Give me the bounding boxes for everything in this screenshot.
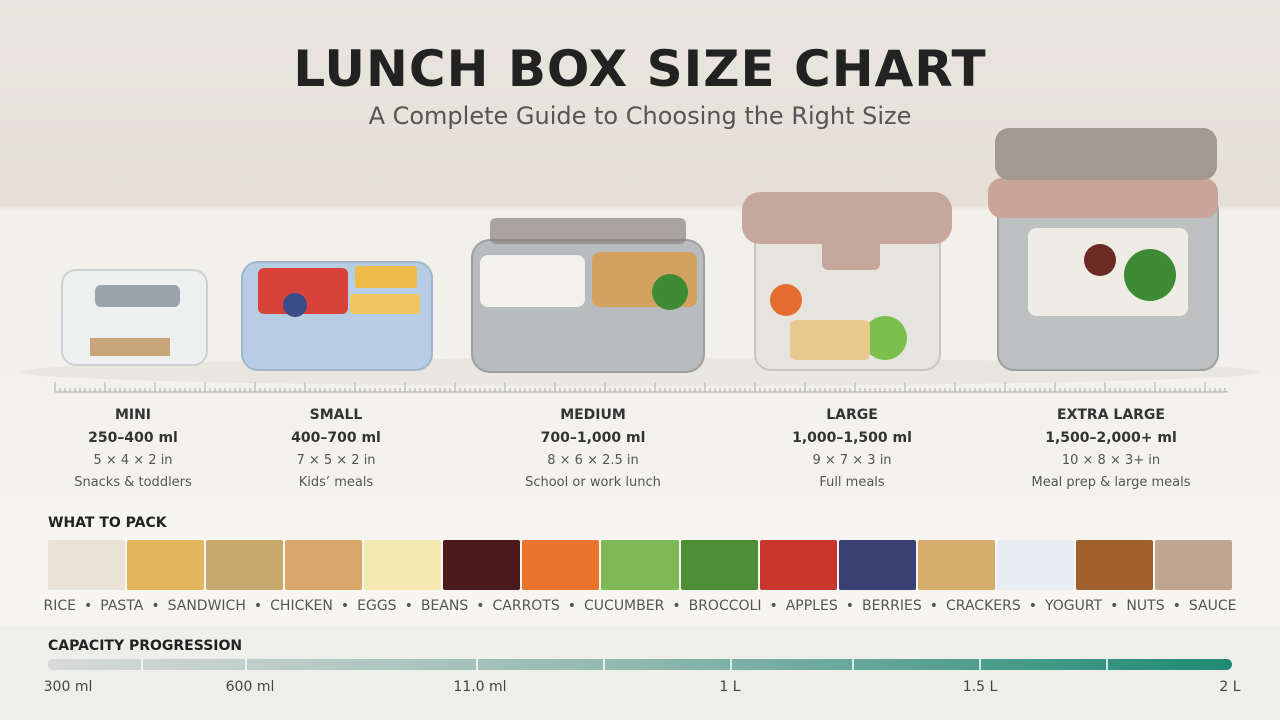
size-column: MINI 250–400 ml 5 × 4 × 2 in Snacks & toddl… bbox=[13, 405, 253, 490]
food-image bbox=[601, 540, 679, 590]
food-image bbox=[206, 540, 284, 590]
capacity: 400–700 ml bbox=[291, 430, 381, 446]
size-column: SMALL 400–700 ml 7 × 5 × 2 in Kids’ meals bbox=[216, 405, 456, 490]
food-label: CUCUMBER bbox=[584, 598, 665, 614]
food-label: BERRIES bbox=[861, 598, 922, 614]
dimensions: 7 × 5 × 2 in bbox=[296, 453, 376, 468]
food-label: CRACKERS bbox=[946, 598, 1021, 614]
separator: • bbox=[1110, 598, 1119, 614]
food-label: SAUCE bbox=[1188, 598, 1237, 614]
separator: • bbox=[84, 598, 93, 614]
food-label: NUTS bbox=[1126, 598, 1165, 614]
food-images bbox=[48, 540, 1232, 590]
use: Snacks & toddlers bbox=[74, 475, 192, 490]
size-column: LARGE 1,000–1,500 ml 9 × 7 × 3 in Full meal… bbox=[732, 405, 972, 490]
food-image bbox=[1154, 540, 1232, 590]
title: LUNCH BOX SIZE CHART bbox=[293, 40, 987, 98]
food-image bbox=[680, 540, 758, 590]
separator: • bbox=[567, 598, 577, 614]
size-column: EXTRA LARGE 1,500–2,000+ ml 10 × 8 × 3+ in… bbox=[991, 405, 1231, 490]
food-label: BROCCOLI bbox=[688, 598, 762, 614]
food-image bbox=[917, 540, 995, 590]
dimensions: 8 × 6 × 2.5 in bbox=[547, 453, 639, 468]
food-image bbox=[48, 540, 126, 590]
capacity-label: 1 L bbox=[719, 679, 741, 695]
capacity: 250–400 ml bbox=[88, 430, 178, 446]
separator: • bbox=[151, 598, 160, 614]
separator: • bbox=[672, 598, 681, 614]
separator: • bbox=[1172, 598, 1181, 614]
food-labels: RICE • PASTA • SANDWICH • CHICKEN • EGGS • BEANS • C… bbox=[40, 598, 1240, 614]
food-label: SANDWICH bbox=[167, 598, 246, 614]
food-image bbox=[285, 540, 363, 590]
size-name: MEDIUM bbox=[560, 407, 626, 423]
separator: • bbox=[1028, 598, 1037, 614]
capacity-label: 2 L bbox=[1219, 679, 1241, 695]
use: Kids’ meals bbox=[298, 475, 374, 490]
food-image bbox=[127, 540, 205, 590]
size-column: MEDIUM 700–1,000 ml 8 × 6 × 2.5 in School o… bbox=[473, 405, 713, 490]
food-label: PASTA bbox=[100, 598, 144, 614]
subtitle: A Complete Guide to Choosing the Right S… bbox=[368, 102, 912, 130]
separator: • bbox=[404, 598, 413, 614]
separator: • bbox=[340, 598, 350, 614]
use: Full meals bbox=[819, 475, 885, 490]
food-image bbox=[443, 540, 521, 590]
size-name: EXTRA LARGE bbox=[1057, 407, 1165, 423]
capacity-label: 600 ml bbox=[225, 679, 275, 695]
food-label: YOGURT bbox=[1044, 598, 1103, 614]
dimensions: 9 × 7 × 3 in bbox=[812, 453, 892, 468]
separator: • bbox=[476, 598, 485, 614]
food-label: RICE bbox=[43, 598, 77, 614]
separator: • bbox=[845, 598, 854, 614]
food-image bbox=[996, 540, 1074, 590]
use: Meal prep & large meals bbox=[1031, 475, 1191, 490]
food-label: APPLES bbox=[785, 598, 838, 614]
capacity: 1,000–1,500 ml bbox=[792, 430, 912, 446]
food-image bbox=[838, 540, 916, 590]
food-label: BEANS bbox=[420, 598, 469, 614]
food-image bbox=[1075, 540, 1153, 590]
food-label: EGGS bbox=[357, 598, 397, 614]
capacity-label: 1.5 L bbox=[962, 679, 998, 695]
capacity-bar bbox=[48, 659, 1232, 670]
size-name: MINI bbox=[114, 407, 152, 423]
separator: • bbox=[769, 598, 778, 614]
section-heading: CAPACITY PROGRESSION bbox=[48, 638, 243, 654]
illustrations bbox=[20, 128, 1260, 393]
food-label: CHICKEN bbox=[270, 598, 333, 614]
size-name: SMALL bbox=[309, 407, 363, 423]
food-image bbox=[364, 540, 442, 590]
capacity-label: 11.0 ml bbox=[453, 679, 507, 695]
food-label: CARROTS bbox=[492, 598, 560, 614]
separator: • bbox=[253, 598, 263, 614]
dimensions: 5 × 4 × 2 in bbox=[93, 453, 173, 468]
separator: • bbox=[929, 598, 939, 614]
dimensions: 10 × 8 × 3+ in bbox=[1061, 453, 1161, 468]
size-name: LARGE bbox=[826, 407, 878, 423]
section-heading: WHAT TO PACK bbox=[48, 515, 167, 531]
use: School or work lunch bbox=[525, 475, 661, 490]
food-image bbox=[522, 540, 600, 590]
food-image bbox=[759, 540, 837, 590]
capacity: 1,500–2,000+ ml bbox=[1045, 430, 1177, 446]
capacity-label: 300 ml bbox=[43, 679, 93, 695]
capacity: 700–1,000 ml bbox=[540, 430, 646, 446]
